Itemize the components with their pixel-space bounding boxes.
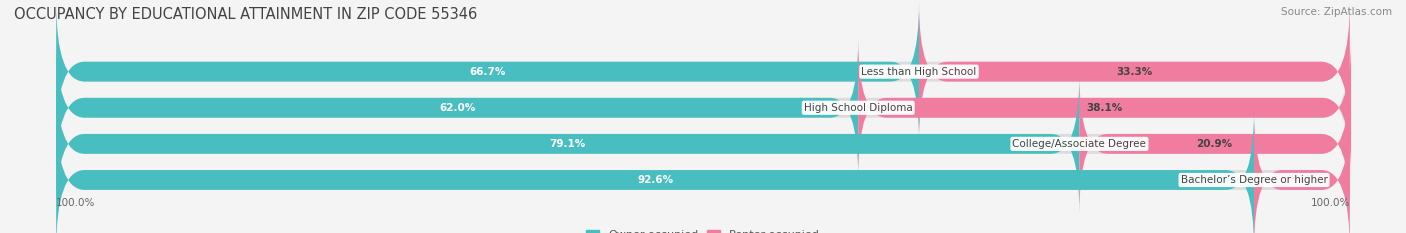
- Text: 38.1%: 38.1%: [1087, 103, 1123, 113]
- Legend: Owner-occupied, Renter-occupied: Owner-occupied, Renter-occupied: [586, 230, 820, 233]
- FancyBboxPatch shape: [56, 2, 1350, 141]
- Text: 100.0%: 100.0%: [1310, 198, 1350, 208]
- FancyBboxPatch shape: [56, 110, 1254, 233]
- FancyBboxPatch shape: [56, 38, 1350, 177]
- Text: Source: ZipAtlas.com: Source: ZipAtlas.com: [1281, 7, 1392, 17]
- Text: Less than High School: Less than High School: [862, 67, 977, 77]
- FancyBboxPatch shape: [920, 2, 1350, 141]
- Text: 62.0%: 62.0%: [439, 103, 475, 113]
- Text: High School Diploma: High School Diploma: [804, 103, 912, 113]
- Text: 33.3%: 33.3%: [1116, 67, 1153, 77]
- Text: 7.4%: 7.4%: [1288, 175, 1316, 185]
- FancyBboxPatch shape: [1254, 110, 1350, 233]
- Text: 66.7%: 66.7%: [470, 67, 506, 77]
- Text: 92.6%: 92.6%: [637, 175, 673, 185]
- FancyBboxPatch shape: [858, 38, 1351, 177]
- Text: Bachelor’s Degree or higher: Bachelor’s Degree or higher: [1181, 175, 1327, 185]
- FancyBboxPatch shape: [56, 110, 1350, 233]
- FancyBboxPatch shape: [56, 74, 1350, 213]
- Text: OCCUPANCY BY EDUCATIONAL ATTAINMENT IN ZIP CODE 55346: OCCUPANCY BY EDUCATIONAL ATTAINMENT IN Z…: [14, 7, 477, 22]
- FancyBboxPatch shape: [56, 38, 858, 177]
- Text: College/Associate Degree: College/Associate Degree: [1012, 139, 1146, 149]
- Text: 79.1%: 79.1%: [550, 139, 586, 149]
- FancyBboxPatch shape: [56, 2, 920, 141]
- Text: 20.9%: 20.9%: [1197, 139, 1233, 149]
- FancyBboxPatch shape: [56, 74, 1080, 213]
- Text: 100.0%: 100.0%: [56, 198, 96, 208]
- FancyBboxPatch shape: [1080, 74, 1350, 213]
